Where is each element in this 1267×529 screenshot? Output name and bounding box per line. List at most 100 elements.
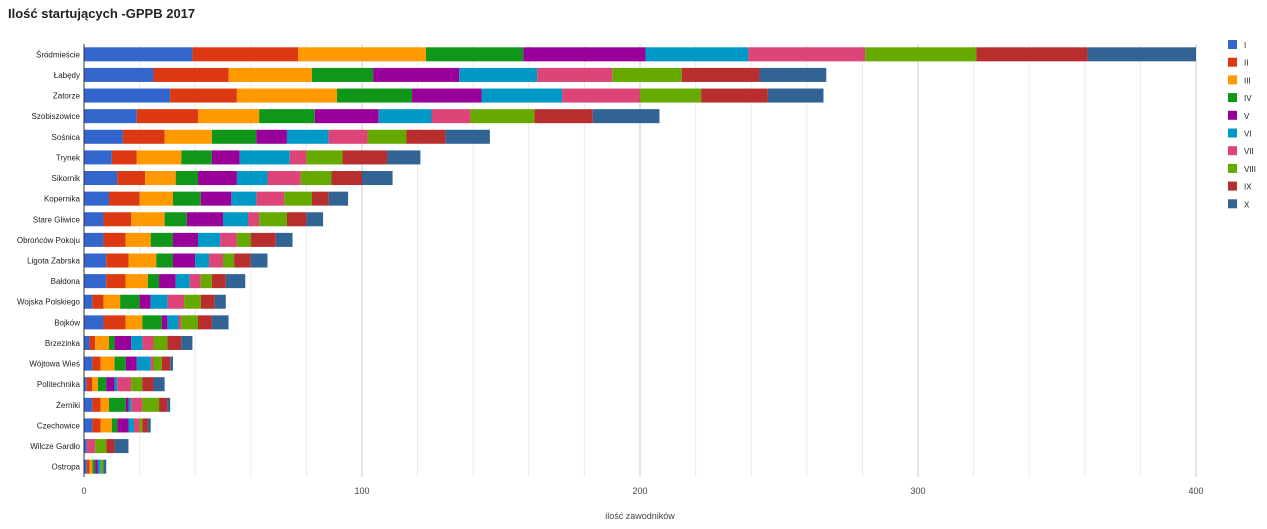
x-axis-title: ilość zawodników bbox=[605, 511, 675, 521]
bar-segment bbox=[336, 88, 413, 103]
bar-segment bbox=[211, 129, 257, 144]
category-label: Obrońców Pokoju bbox=[17, 236, 80, 245]
bar-segment bbox=[181, 335, 193, 350]
bar-segment bbox=[362, 171, 393, 186]
bar-segment bbox=[128, 253, 157, 268]
bar-segment bbox=[84, 67, 154, 82]
bar-segment bbox=[136, 356, 151, 371]
bar-segment bbox=[211, 315, 229, 330]
bar-segment bbox=[100, 397, 110, 412]
bar-segment bbox=[92, 418, 101, 433]
bar-segment bbox=[256, 129, 287, 144]
bar-segment bbox=[84, 47, 193, 62]
bar-segment bbox=[142, 315, 162, 330]
bar-segment bbox=[172, 253, 196, 268]
bar-segment bbox=[175, 171, 198, 186]
bar-segment bbox=[767, 88, 824, 103]
bar-segment bbox=[228, 67, 312, 82]
bar-segment bbox=[311, 191, 329, 206]
bar-segment bbox=[701, 88, 768, 103]
category-label: Wojska Polskiego bbox=[17, 298, 81, 307]
x-tick-label: 300 bbox=[910, 486, 925, 496]
bar-segment bbox=[139, 294, 151, 309]
chart-title: Ilość startujących -GPPB 2017 bbox=[8, 6, 196, 21]
bar-segment bbox=[86, 377, 93, 392]
bar-segment bbox=[100, 418, 112, 433]
bar-segment bbox=[142, 335, 154, 350]
bar-segment bbox=[156, 253, 173, 268]
bar-segment bbox=[103, 315, 126, 330]
category-label: Ostropa bbox=[52, 463, 81, 472]
legend-swatch bbox=[1228, 93, 1237, 103]
bar-segment bbox=[131, 397, 143, 412]
category-label: Szobiszowice bbox=[32, 112, 81, 121]
bar-segment bbox=[150, 232, 173, 247]
bar-segment bbox=[153, 67, 229, 82]
legend-label: I bbox=[1244, 41, 1246, 50]
bar-segment bbox=[645, 47, 749, 62]
bar-segment bbox=[84, 150, 112, 165]
category-label: Trynek bbox=[56, 153, 81, 162]
bar-segment bbox=[189, 274, 201, 289]
bar-segment bbox=[209, 253, 223, 268]
bar-segment bbox=[117, 418, 129, 433]
x-tick-label: 0 bbox=[81, 486, 86, 496]
bar-segment bbox=[92, 459, 96, 474]
bar-segment bbox=[114, 439, 129, 454]
bar-segment bbox=[84, 109, 137, 124]
bar-segment bbox=[865, 47, 977, 62]
legend-swatch bbox=[1228, 163, 1237, 173]
bar-segment bbox=[153, 377, 165, 392]
bar-segment bbox=[97, 377, 107, 392]
bar-segment bbox=[236, 171, 268, 186]
bar-segment bbox=[534, 109, 593, 124]
bar-segment bbox=[84, 335, 90, 350]
bar-segment bbox=[250, 232, 276, 247]
bar-segment bbox=[103, 459, 107, 474]
bar-segment bbox=[106, 439, 115, 454]
category-label: Bałdona bbox=[51, 277, 81, 286]
category-label: Brzezinka bbox=[45, 339, 81, 348]
bar-segment bbox=[311, 67, 374, 82]
bar-segment bbox=[103, 232, 126, 247]
category-label: Łabędy bbox=[54, 71, 80, 80]
bar-segment bbox=[106, 377, 115, 392]
legend-label: VII bbox=[1244, 147, 1254, 156]
bar-segment bbox=[537, 67, 613, 82]
bar-segment bbox=[220, 232, 237, 247]
bar-segment bbox=[681, 67, 760, 82]
bar-segment bbox=[640, 88, 702, 103]
bar-segment bbox=[976, 47, 1088, 62]
bar-segment bbox=[186, 212, 223, 227]
bar-segment bbox=[197, 171, 237, 186]
legend-swatch bbox=[1228, 110, 1237, 120]
bar-segment bbox=[412, 88, 482, 103]
bar-segment bbox=[231, 191, 257, 206]
legend-swatch bbox=[1228, 146, 1237, 156]
bar-segment bbox=[406, 129, 446, 144]
bar-segment bbox=[328, 191, 349, 206]
category-label: Sikornik bbox=[52, 174, 81, 183]
bar-segment bbox=[306, 150, 343, 165]
bar-segment bbox=[178, 315, 182, 330]
bar-segment bbox=[84, 274, 107, 289]
bar-segment bbox=[97, 459, 101, 474]
category-label: Ligota Zabrska bbox=[27, 257, 80, 266]
bar-segment bbox=[200, 294, 215, 309]
bar-segment bbox=[236, 232, 251, 247]
legend-label: V bbox=[1244, 112, 1250, 121]
bar-segment bbox=[192, 47, 299, 62]
bar-segment bbox=[125, 315, 143, 330]
legend-label: X bbox=[1244, 200, 1250, 209]
bar-segment bbox=[131, 335, 143, 350]
bar-segment bbox=[84, 377, 87, 392]
bar-segment bbox=[170, 356, 173, 371]
bar-segment bbox=[84, 459, 87, 474]
bar-segment bbox=[95, 459, 98, 474]
bar-segment bbox=[175, 274, 190, 289]
bar-segment bbox=[289, 150, 307, 165]
bar-segment bbox=[225, 274, 246, 289]
x-tick-label: 100 bbox=[354, 486, 369, 496]
legend-label: II bbox=[1244, 59, 1248, 68]
